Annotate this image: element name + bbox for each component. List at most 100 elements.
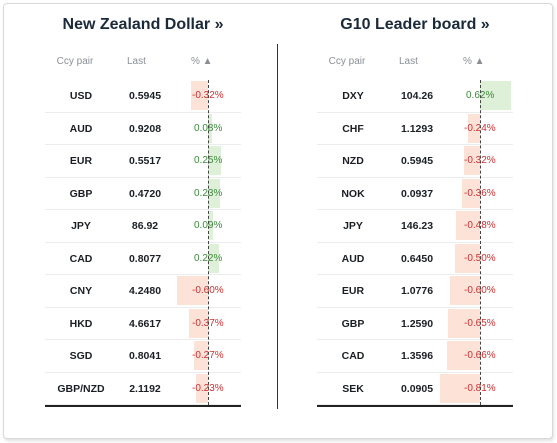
table-row[interactable]: SGD 0.8041 -0.27% bbox=[45, 340, 241, 373]
table-row[interactable]: GBP 0.4720 0.23% bbox=[45, 178, 241, 210]
last-price: 2.1192 bbox=[129, 382, 161, 395]
table-row[interactable]: EUR 0.5517 0.25% bbox=[45, 145, 241, 178]
last-price: 0.5945 bbox=[400, 155, 434, 167]
nzd-table-body: USD 0.5945 -0.32% AUD 0.9208 0.08% EUR 0.5517 0.… bbox=[45, 80, 241, 407]
zero-line bbox=[208, 80, 209, 405]
column-header-percent-sort[interactable]: % ▲ bbox=[463, 56, 485, 67]
column-header-last: Last bbox=[127, 56, 146, 67]
percent-change: -0.66% bbox=[464, 350, 496, 361]
negative-change-bar bbox=[468, 113, 480, 143]
percent-change: -0.60% bbox=[464, 285, 496, 296]
nzd-title-link[interactable]: New Zealand Dollar » bbox=[62, 16, 224, 33]
column-header-pair: Ccy pair bbox=[328, 56, 366, 67]
percent-change: -0.37% bbox=[192, 317, 224, 329]
negative-change-bar bbox=[196, 373, 208, 403]
currency-pair: CNY bbox=[69, 285, 93, 297]
percent-change: -0.32% bbox=[464, 155, 496, 166]
last-price: 1.0776 bbox=[400, 285, 434, 297]
table-row[interactable]: NZD 0.5945 -0.32% bbox=[317, 145, 513, 178]
percent-change: -0.65% bbox=[464, 317, 496, 329]
table-row[interactable]: HKD 4.6617 -0.37% bbox=[45, 308, 241, 340]
negative-change-bar bbox=[464, 146, 480, 175]
currency-pair: DXY bbox=[342, 90, 364, 102]
currency-pair: EUR bbox=[341, 285, 365, 297]
percent-change: -0.27% bbox=[192, 350, 224, 361]
positive-change-bar bbox=[480, 81, 511, 110]
currency-pair: AUD bbox=[341, 252, 365, 265]
percent-change: -0.36% bbox=[464, 187, 496, 199]
table-row[interactable]: JPY 146.23 -0.48% bbox=[317, 210, 513, 243]
percent-change: -0.81% bbox=[464, 382, 496, 394]
currency-pair: SGD bbox=[69, 350, 93, 362]
table-bottom-rule bbox=[45, 405, 241, 407]
table-row[interactable]: NOK 0.0937 -0.36% bbox=[317, 178, 513, 210]
currency-pair: GBP bbox=[69, 187, 93, 200]
last-price: 0.5517 bbox=[128, 155, 162, 167]
currency-pair: CAD bbox=[341, 350, 365, 362]
table-row[interactable]: GBP/NZD 2.1192 -0.23% bbox=[45, 373, 241, 405]
negative-change-bar bbox=[176, 276, 208, 305]
table-row[interactable]: AUD 0.6450 -0.50% bbox=[317, 243, 513, 275]
table-row[interactable]: EUR 1.0776 -0.60% bbox=[317, 275, 513, 308]
positive-change-bar bbox=[208, 211, 213, 240]
currency-pair: JPY bbox=[343, 220, 363, 232]
negative-change-bar bbox=[188, 308, 208, 338]
positive-change-bar bbox=[208, 113, 213, 143]
negative-change-bar bbox=[462, 178, 480, 208]
table-row[interactable]: USD 0.5945 -0.32% bbox=[45, 80, 241, 113]
positive-change-bar bbox=[208, 243, 220, 273]
last-price: 146.23 bbox=[400, 220, 434, 232]
zero-line bbox=[480, 80, 481, 405]
percent-change: -0.23% bbox=[192, 382, 224, 394]
negative-change-bar bbox=[455, 243, 480, 273]
g10-table-body: DXY 104.26 0.62% CHF 1.1293 -0.24% NZD 0.5945 -0… bbox=[317, 80, 513, 407]
table-row[interactable]: CNY 4.2480 -0.60% bbox=[45, 275, 241, 308]
currency-pair: CHF bbox=[342, 122, 364, 135]
last-price: 0.4720 bbox=[128, 187, 162, 200]
table-row[interactable]: CAD 1.3596 -0.66% bbox=[317, 340, 513, 373]
last-price: 0.9208 bbox=[128, 122, 162, 135]
table-row[interactable]: CHF 1.1293 -0.24% bbox=[317, 113, 513, 145]
negative-change-bar bbox=[447, 341, 480, 370]
negative-change-bar bbox=[450, 276, 480, 305]
last-price: 1.1293 bbox=[400, 122, 434, 135]
table-row[interactable]: DXY 104.26 0.62% bbox=[317, 80, 513, 113]
currency-pair: CAD bbox=[69, 252, 93, 265]
negative-change-bar bbox=[193, 341, 208, 370]
currency-pair: JPY bbox=[71, 220, 91, 232]
percent-change: -0.50% bbox=[464, 252, 496, 264]
leaderboard-card: New Zealand Dollar » Ccy pair Last % ▲ U… bbox=[3, 3, 553, 439]
percent-change: -0.32% bbox=[192, 90, 224, 101]
table-row[interactable]: SEK 0.0905 -0.81% bbox=[317, 373, 513, 405]
currency-pair: HKD bbox=[69, 317, 93, 330]
g10-title-link[interactable]: G10 Leader board » bbox=[340, 16, 490, 33]
last-price: 0.5945 bbox=[128, 90, 162, 102]
last-price: 0.6450 bbox=[400, 252, 434, 265]
last-price: 0.8041 bbox=[128, 350, 162, 362]
table-row[interactable]: CAD 0.8077 0.22% bbox=[45, 243, 241, 275]
percent-change: -0.60% bbox=[192, 285, 224, 296]
percent-change: -0.48% bbox=[464, 220, 496, 231]
last-price: 0.0937 bbox=[400, 187, 434, 200]
table-row[interactable]: AUD 0.9208 0.08% bbox=[45, 113, 241, 145]
column-header-last: Last bbox=[399, 56, 418, 67]
currency-pair: GBP/NZD bbox=[57, 382, 105, 395]
last-price: 0.8077 bbox=[128, 252, 162, 265]
table-row[interactable]: JPY 86.92 0.09% bbox=[45, 210, 241, 243]
currency-pair: EUR bbox=[69, 155, 93, 167]
negative-change-bar bbox=[456, 211, 480, 240]
currency-pair: USD bbox=[69, 90, 93, 102]
currency-pair: GBP bbox=[341, 317, 365, 330]
table-row[interactable]: GBP 1.2590 -0.65% bbox=[317, 308, 513, 340]
last-price: 104.26 bbox=[400, 90, 434, 102]
g10-table-header: Ccy pair Last % ▲ bbox=[317, 56, 513, 74]
nzd-table-header: Ccy pair Last % ▲ bbox=[45, 56, 241, 74]
currency-pair: NZD bbox=[342, 155, 364, 167]
panel-divider bbox=[277, 44, 278, 409]
column-header-percent-sort[interactable]: % ▲ bbox=[191, 56, 213, 67]
positive-change-bar bbox=[208, 146, 221, 175]
currency-pair: AUD bbox=[69, 122, 93, 135]
table-bottom-rule bbox=[317, 405, 513, 407]
negative-change-bar bbox=[447, 308, 480, 338]
negative-change-bar bbox=[439, 373, 480, 403]
